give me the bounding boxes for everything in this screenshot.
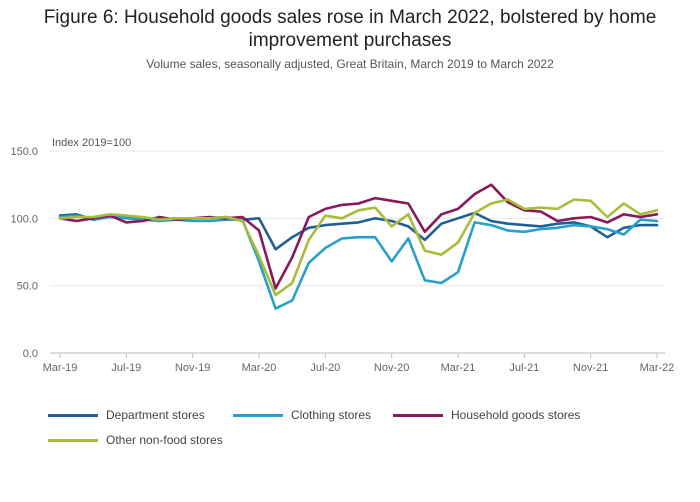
series-lines	[58, 183, 659, 310]
axes: 0.0 50.0 100.0 150.0 Mar-19 Jul-19 Nov-19 Mar-2…	[10, 146, 674, 374]
chart-subtitle: Volume sales, seasonally adjusted, Great…	[146, 57, 554, 71]
y-axis-unit-label: Index 2019=100	[52, 137, 131, 149]
legend-swatch	[48, 438, 98, 442]
y-tick-label: 100.0	[10, 213, 38, 225]
x-tick-label: Nov-20	[374, 362, 409, 374]
x-tick-label: Nov-19	[175, 362, 210, 374]
legend-label: Clothing stores	[291, 408, 372, 422]
legend-label: Department stores	[106, 408, 205, 422]
legend-item: Department stores	[48, 408, 205, 422]
y-tick-label: 0.0	[23, 348, 38, 360]
x-tick-label: Mar-20	[242, 362, 277, 374]
x-tick-label: Mar-19	[43, 362, 78, 374]
x-tick-label: Jul-20	[310, 362, 340, 374]
legend-swatch	[393, 413, 443, 417]
legend-swatch	[233, 413, 283, 417]
gridlines	[50, 150, 665, 354]
legend-swatch	[48, 413, 98, 417]
x-tick-label: Jul-19	[111, 362, 141, 374]
y-tick-label: 150.0	[10, 146, 38, 158]
x-tick-label: Nov-21	[573, 362, 608, 374]
series-line-other-non-food-stores	[58, 198, 659, 297]
x-tick-label: Mar-21	[441, 362, 476, 374]
series-line-household-goods-stores	[58, 183, 659, 290]
legend-item: Other non-food stores	[48, 433, 223, 447]
legend-item: Household goods stores	[393, 408, 580, 422]
x-tick-label: Mar-22	[640, 362, 675, 374]
legend-label: Other non-food stores	[106, 433, 223, 447]
chart-title: Figure 6: Household goods sales rose in …	[43, 7, 657, 51]
legend-label: Household goods stores	[451, 408, 581, 422]
series-line-clothing-stores	[58, 214, 659, 310]
y-tick-label: 50.0	[17, 281, 38, 293]
legend-item: Clothing stores	[233, 408, 371, 422]
x-tick-label: Jul-21	[509, 362, 539, 374]
